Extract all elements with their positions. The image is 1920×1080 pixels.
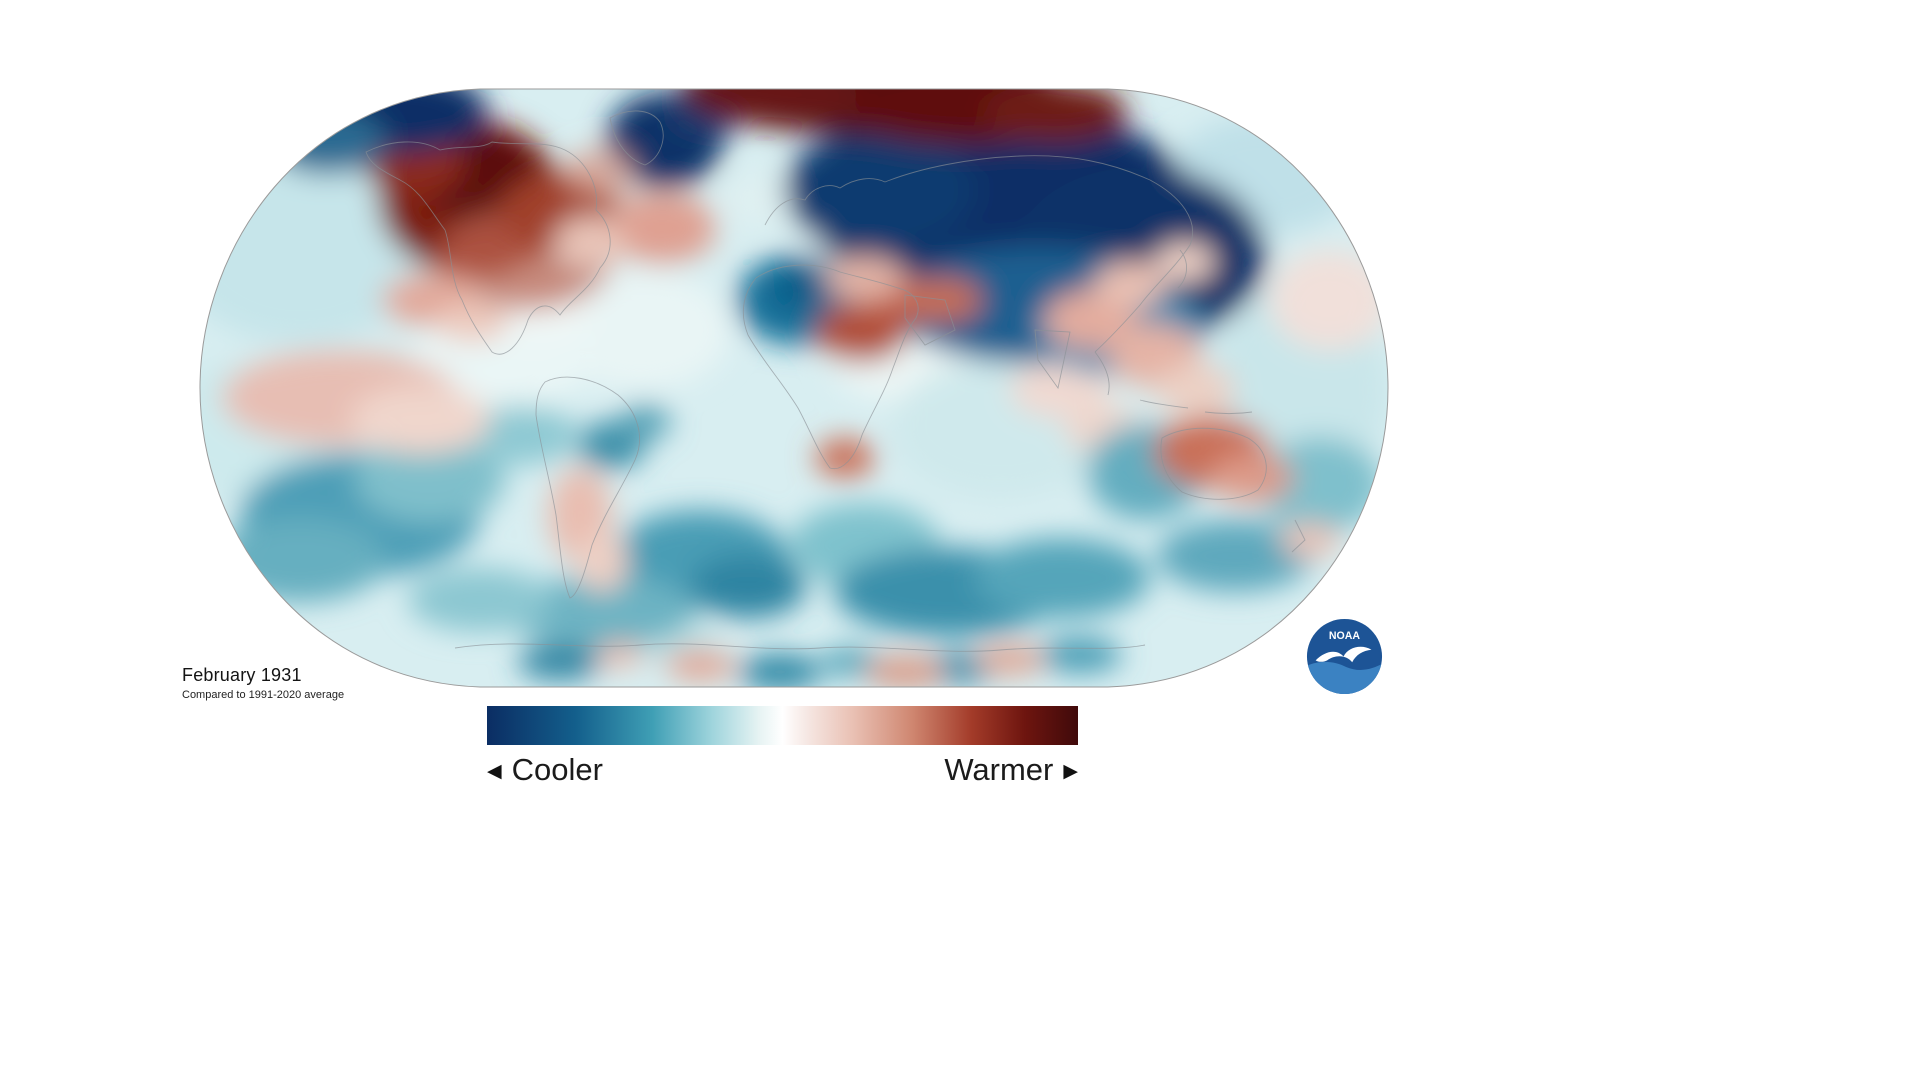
noaa-logo-sea	[1306, 661, 1383, 695]
map-outline	[199, 88, 1389, 688]
map-date-title: February 1931	[182, 665, 302, 685]
anomaly-blob	[690, 554, 806, 618]
coastline-australia	[1160, 427, 1267, 500]
coastline-india	[1034, 329, 1071, 390]
anomaly-blobs	[200, 89, 1388, 687]
anomaly-blob	[720, 175, 800, 225]
coastline-greenland	[609, 110, 664, 166]
anomaly-blob	[215, 518, 385, 602]
anomaly-blob	[408, 568, 552, 632]
coastline-asia	[884, 155, 1194, 353]
anomaly-blob	[825, 256, 905, 300]
anomaly-blob	[576, 532, 628, 592]
anomaly-blob	[1010, 362, 1110, 418]
warmer-label: Warmer	[944, 752, 1054, 787]
noaa-logo-text: NOAA	[1329, 630, 1361, 642]
anomaly-blob	[1280, 522, 1340, 558]
antarctic-warm-anomaly	[975, 645, 1045, 675]
warmer-legend: Warmer ▶	[944, 752, 1078, 788]
antarctic-cold-anomaly	[1038, 637, 1122, 673]
cooler-arrow-icon: ◀	[487, 760, 502, 782]
antarctic-cold-anomaly	[738, 654, 822, 687]
cooler-legend: ◀ Cooler	[487, 752, 603, 788]
antarctic-warm-anomaly	[596, 642, 644, 668]
noaa-logo: NOAA	[1306, 618, 1383, 695]
anomaly-blob	[554, 216, 626, 268]
anomaly-blob	[436, 302, 508, 342]
coastline-europe	[764, 178, 886, 226]
warmer-arrow-icon: ▶	[1063, 760, 1078, 782]
anomaly-blob	[772, 266, 832, 310]
anomaly-blob	[1270, 250, 1388, 350]
map-fill	[200, 89, 1388, 687]
anomaly-blob	[564, 148, 636, 196]
anomaly-blob	[505, 576, 695, 648]
map-baseline-subtitle: Compared to 1991-2020 average	[182, 689, 345, 701]
warm-anomaly-layer	[222, 89, 1340, 687]
coastlines	[365, 110, 1306, 652]
coastline-japan	[1177, 249, 1187, 289]
coastline-se-asia	[1094, 351, 1253, 414]
antarctic-warm-anomaly	[665, 649, 735, 681]
anomaly-blob	[350, 386, 490, 454]
coastline-new-zealand	[1291, 519, 1306, 553]
anomaly-blob	[1094, 261, 1166, 309]
anomaly-blob	[619, 404, 671, 440]
anomaly-blob	[1157, 520, 1313, 592]
coastline-north-america	[365, 141, 611, 355]
anomaly-blob	[983, 89, 1127, 142]
anomaly-blob	[690, 89, 860, 125]
coastline-south-america	[535, 376, 640, 599]
anomaly-blob	[1210, 454, 1294, 502]
anomaly-blob	[1155, 242, 1215, 282]
coastline-arabia	[904, 294, 956, 346]
map-caption: February 1931 Compared to 1991-2020 aver…	[182, 665, 344, 701]
antarctic-cold-anomaly	[820, 647, 880, 677]
anomaly-blob	[974, 538, 1150, 618]
colorbar-legend: ◀ Cooler Warmer ▶	[487, 752, 1078, 788]
anomaly-blob	[355, 438, 505, 522]
colorbar	[487, 706, 1078, 745]
anomaly-blob	[1155, 364, 1235, 416]
coastline-antarctica	[454, 643, 1146, 652]
noaa-seagull-icon	[1315, 646, 1372, 663]
europe-cold-anomaly	[785, 128, 975, 252]
anomaly-blob	[462, 405, 578, 465]
antarctic-cold-anomaly	[518, 644, 602, 680]
antarctic-warm-anomaly	[865, 656, 945, 687]
coastline-africa	[742, 264, 919, 470]
anomaly-blob	[1258, 437, 1382, 533]
cooler-label: Cooler	[511, 752, 603, 787]
anomaly-blob	[270, 110, 386, 174]
anomaly-blob	[550, 270, 730, 390]
mid-atlantic-warm-anomaly	[608, 192, 716, 264]
